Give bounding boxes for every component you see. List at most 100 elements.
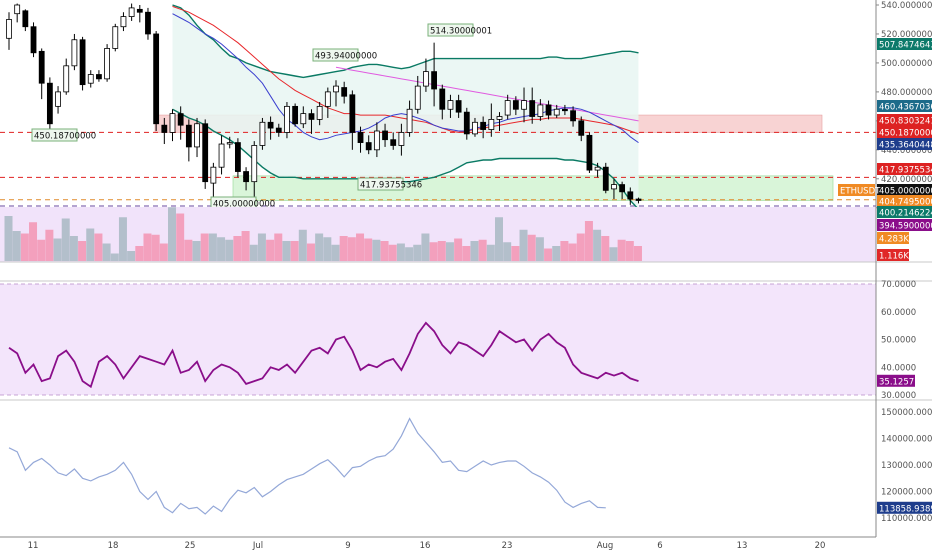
candle[interactable] — [545, 100, 552, 120]
candle[interactable] — [22, 9, 29, 32]
candle[interactable] — [611, 178, 617, 200]
candle[interactable] — [570, 106, 576, 127]
obv-pane[interactable] — [8, 417, 606, 515]
candle-body — [104, 48, 110, 80]
candle[interactable] — [30, 22, 37, 58]
candle[interactable] — [341, 81, 348, 104]
candle[interactable] — [512, 96, 519, 116]
price-label-text: 417.93755346 — [879, 166, 932, 176]
candle[interactable] — [488, 103, 495, 137]
candle[interactable] — [202, 119, 209, 189]
candle[interactable] — [55, 86, 61, 114]
candle[interactable] — [169, 109, 176, 142]
candle[interactable] — [504, 94, 511, 120]
candle[interactable] — [210, 162, 217, 201]
candle[interactable] — [284, 102, 290, 139]
candle[interactable] — [414, 75, 421, 114]
candle[interactable] — [373, 122, 380, 158]
candle[interactable] — [602, 162, 609, 194]
candle[interactable] — [308, 109, 315, 134]
candle[interactable] — [529, 87, 536, 124]
volume-bar — [298, 229, 307, 261]
candle[interactable] — [635, 197, 642, 204]
candle[interactable] — [71, 33, 78, 71]
candle[interactable] — [521, 87, 527, 123]
candle[interactable] — [431, 42, 438, 107]
candle[interactable] — [104, 44, 110, 82]
candle[interactable] — [594, 162, 601, 178]
candle[interactable] — [324, 87, 331, 118]
candle[interactable] — [177, 106, 184, 140]
rsi-tick-label: 40.0000 — [881, 363, 916, 373]
candle[interactable] — [300, 106, 307, 129]
candle[interactable] — [439, 84, 446, 120]
candle[interactable] — [537, 99, 544, 121]
candle[interactable] — [275, 123, 282, 137]
rsi-tick-label: 30.0000 — [881, 391, 916, 401]
candle-body — [87, 74, 94, 84]
candle[interactable] — [398, 123, 405, 156]
price-label-text: 460.43670366 — [879, 103, 932, 113]
candle[interactable] — [553, 104, 560, 118]
candle[interactable] — [226, 136, 233, 149]
candle[interactable] — [14, 3, 21, 23]
candle[interactable] — [161, 117, 168, 145]
candle[interactable] — [382, 123, 388, 147]
candle[interactable] — [562, 104, 568, 116]
candle-body — [55, 91, 61, 107]
candle-body — [194, 123, 200, 148]
candle[interactable] — [79, 36, 86, 91]
candle[interactable] — [496, 112, 503, 131]
candle[interactable] — [357, 126, 364, 153]
price-pane[interactable]: 514.30000001 493.94000000 450.18700000 417.… — [0, 3, 876, 210]
candle[interactable] — [578, 116, 585, 142]
candle[interactable] — [112, 23, 119, 52]
candle[interactable] — [423, 58, 429, 92]
candle[interactable] — [333, 80, 339, 107]
price-label: 460.43670366 — [877, 100, 932, 113]
candle[interactable] — [463, 107, 470, 140]
candle[interactable] — [185, 119, 192, 162]
candle[interactable] — [447, 94, 454, 118]
candle[interactable] — [153, 31, 160, 131]
candle-body — [463, 111, 470, 135]
rsi-pane[interactable] — [0, 283, 876, 396]
candle[interactable] — [390, 132, 397, 150]
candle[interactable] — [120, 12, 127, 32]
candle[interactable] — [87, 70, 94, 88]
rsi-tick-label: 60.0000 — [881, 308, 916, 318]
candle-body — [128, 7, 135, 17]
candle[interactable] — [480, 116, 487, 139]
candle[interactable] — [365, 135, 372, 155]
candle[interactable] — [96, 70, 102, 82]
volume-bar — [241, 231, 250, 261]
candle[interactable] — [619, 181, 626, 200]
candle[interactable] — [63, 58, 70, 95]
candle[interactable] — [586, 132, 593, 173]
candle[interactable] — [316, 102, 323, 126]
candle[interactable] — [38, 48, 45, 100]
candle[interactable] — [194, 117, 200, 158]
candle-body — [275, 127, 282, 133]
candle[interactable] — [243, 167, 249, 191]
candle[interactable] — [267, 116, 274, 140]
candle[interactable] — [128, 3, 135, 21]
candle[interactable] — [218, 135, 225, 175]
candle[interactable] — [234, 138, 241, 178]
candle[interactable] — [259, 117, 266, 150]
candle-body — [251, 145, 258, 183]
candle[interactable] — [472, 117, 478, 137]
candle[interactable] — [406, 100, 413, 137]
candle[interactable] — [292, 103, 299, 127]
price-axis[interactable]: 540.00000000 520.00000000 500.00000000 480.… — [838, 0, 932, 537]
candle[interactable] — [6, 12, 12, 50]
candle[interactable] — [349, 90, 356, 150]
candle[interactable] — [455, 94, 462, 118]
candle[interactable] — [136, 5, 143, 23]
candle[interactable] — [46, 77, 53, 136]
candle[interactable] — [145, 7, 151, 40]
candle[interactable] — [251, 141, 258, 201]
candle[interactable] — [627, 187, 634, 205]
time-axis[interactable]: 11 18 25 Jul 9 16 23 Aug 6 13 20 — [0, 536, 876, 550]
